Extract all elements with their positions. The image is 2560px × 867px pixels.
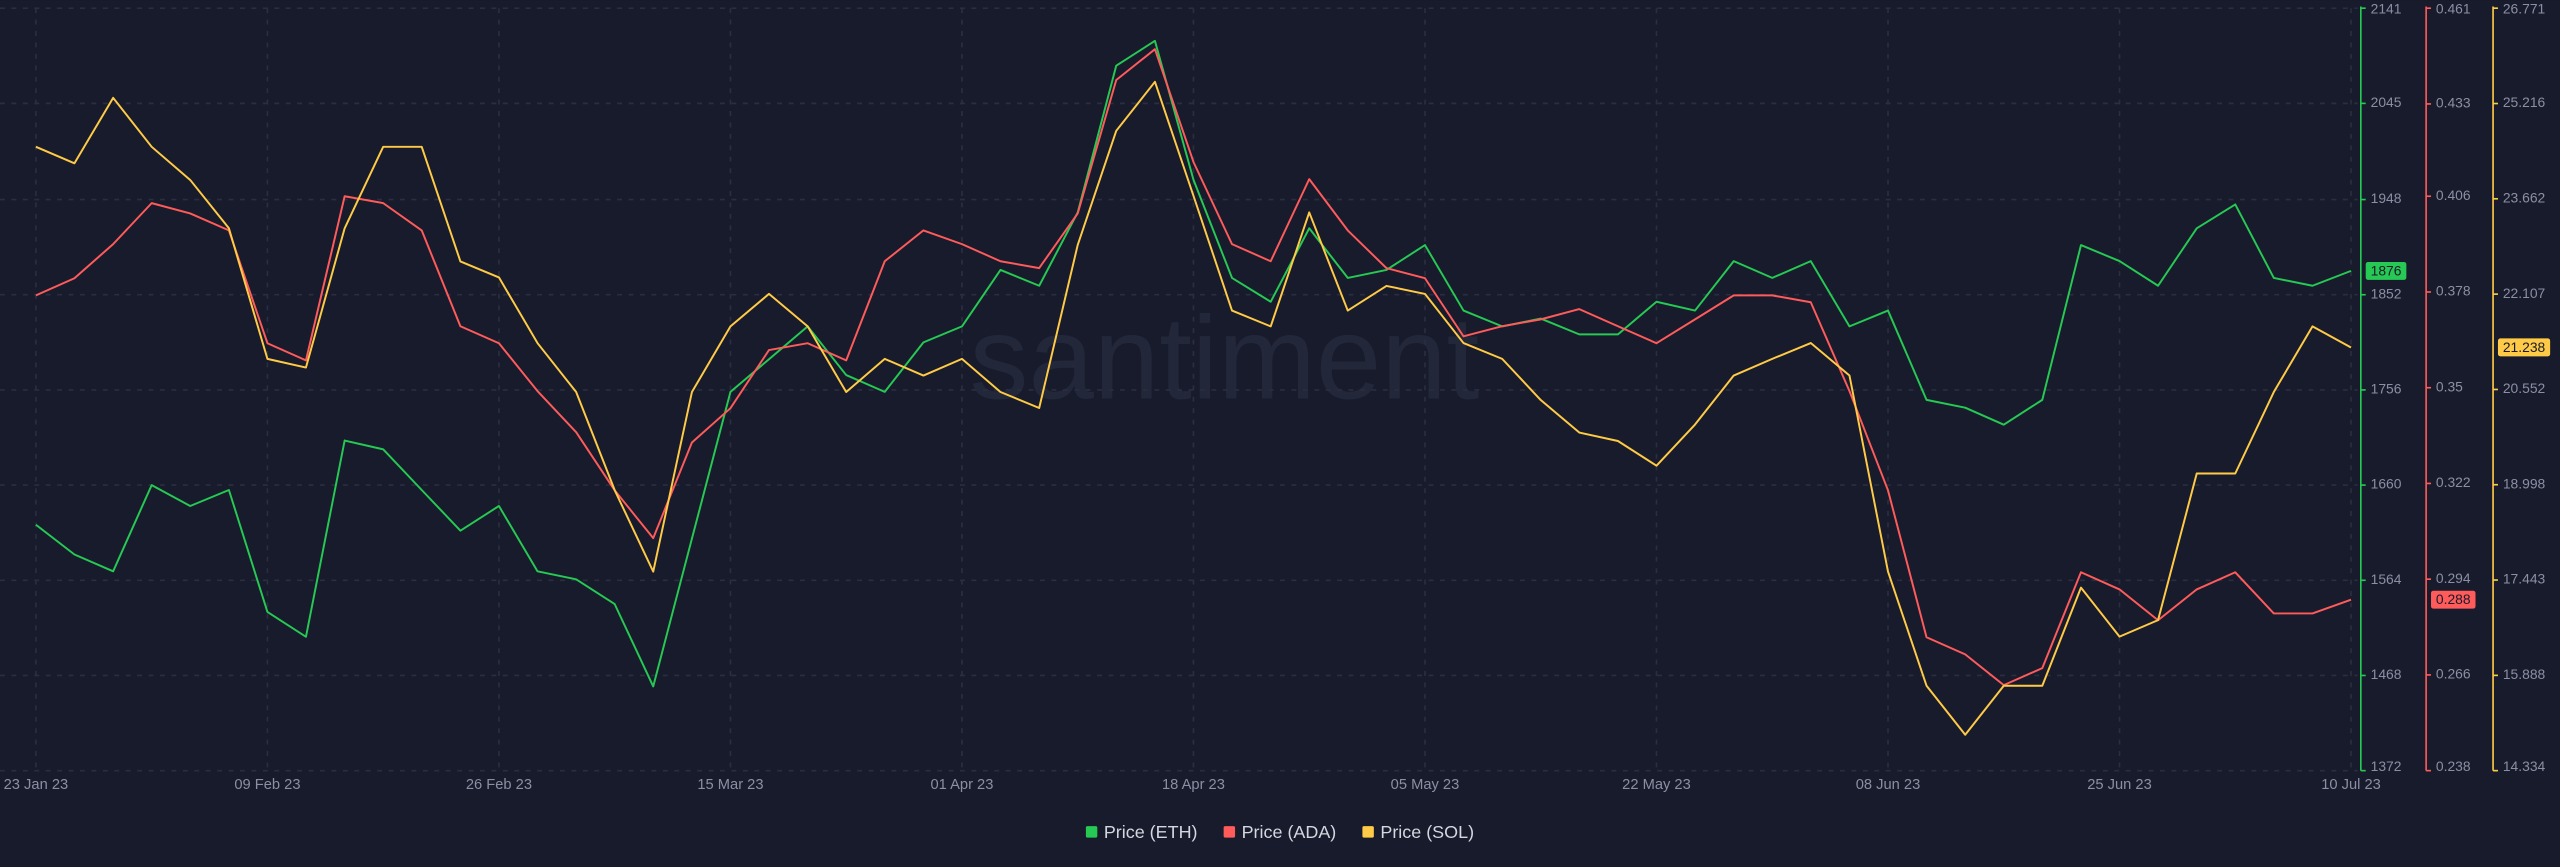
legend-swatch xyxy=(1362,826,1374,838)
legend-swatch xyxy=(1085,826,1098,838)
legend: Price (ETH) Price (ADA) Price (SOL) xyxy=(1085,822,1474,842)
badge-bg xyxy=(2365,261,2407,280)
badge-bg xyxy=(2497,338,2551,357)
x-tick-label: 18 Apr 23 xyxy=(1162,777,1225,793)
legend-label: Price (SOL) xyxy=(1380,822,1474,842)
y-tick-label: 0.238 xyxy=(2436,758,2471,774)
last-value-badge: 0.288 xyxy=(2431,590,2476,609)
series-line xyxy=(35,48,2352,687)
series-line xyxy=(35,39,2352,688)
y-tick-label: 0.294 xyxy=(2436,570,2471,586)
legend-swatch xyxy=(1223,826,1236,838)
x-tick-label: 26 Feb 23 xyxy=(466,777,532,793)
y-tick-label: 2045 xyxy=(2371,94,2402,110)
y-tick-label: 0.266 xyxy=(2436,666,2471,682)
y-tick-label: 0.406 xyxy=(2436,187,2471,203)
y-tick-label: 1948 xyxy=(2371,190,2402,206)
x-tick-label: 09 Feb 23 xyxy=(234,777,300,793)
y-tick-label: 1468 xyxy=(2371,666,2402,682)
y-tick-label: 1852 xyxy=(2371,285,2402,301)
badge-label: 21.238 xyxy=(2503,339,2546,355)
y-tick-label: 1660 xyxy=(2371,476,2402,492)
y-tick-label: 23.662 xyxy=(2503,189,2546,205)
y-tick-label: 15.888 xyxy=(2503,666,2546,682)
x-tick-label: 10 Jul 23 xyxy=(2321,777,2381,793)
x-tick-label: 23 Jan 23 xyxy=(4,777,69,793)
watermark: santiment xyxy=(970,292,1480,423)
x-tick-label: 08 Jun 23 xyxy=(1856,777,1921,793)
y-tick-label: 25.216 xyxy=(2503,94,2546,110)
last-value-badge: 21.238 xyxy=(2497,338,2551,357)
y-tick-label: 0.433 xyxy=(2436,95,2471,111)
y-tick-label: 1564 xyxy=(2371,571,2402,587)
x-tick-label: 01 Apr 23 xyxy=(931,777,994,793)
y-tick-label: 22.107 xyxy=(2503,285,2546,301)
legend-label: Price (ETH) xyxy=(1104,822,1198,842)
x-tick-label: 15 Mar 23 xyxy=(697,777,763,793)
y-tick-label: 20.552 xyxy=(2503,380,2546,396)
x-tick-label: 22 May 23 xyxy=(1622,777,1691,793)
y-tick-label: 17.443 xyxy=(2503,571,2546,587)
x-tick-label: 25 Jun 23 xyxy=(2087,777,2152,793)
y-tick-label: 26.771 xyxy=(2503,0,2546,16)
legend-label: Price (ADA) xyxy=(1242,822,1337,842)
last-value-badge: 1876 xyxy=(2365,261,2407,280)
y-tick-label: 18.998 xyxy=(2503,475,2546,491)
y-tick-label: 0.378 xyxy=(2436,283,2471,299)
badge-bg xyxy=(2431,590,2476,609)
y-tick-label: 14.334 xyxy=(2503,758,2546,774)
badge-label: 1876 xyxy=(2371,262,2402,278)
y-tick-label: 0.322 xyxy=(2436,474,2471,490)
y-tick-label: 1372 xyxy=(2371,758,2402,774)
y-tick-label: 2141 xyxy=(2371,0,2402,16)
series-line xyxy=(35,80,2352,736)
y-tick-label: 1756 xyxy=(2371,381,2402,397)
y-tick-label: 0.35 xyxy=(2436,378,2463,394)
y-tick-label: 0.461 xyxy=(2436,0,2471,16)
badge-label: 0.288 xyxy=(2436,591,2471,607)
x-tick-label: 05 May 23 xyxy=(1391,777,1460,793)
